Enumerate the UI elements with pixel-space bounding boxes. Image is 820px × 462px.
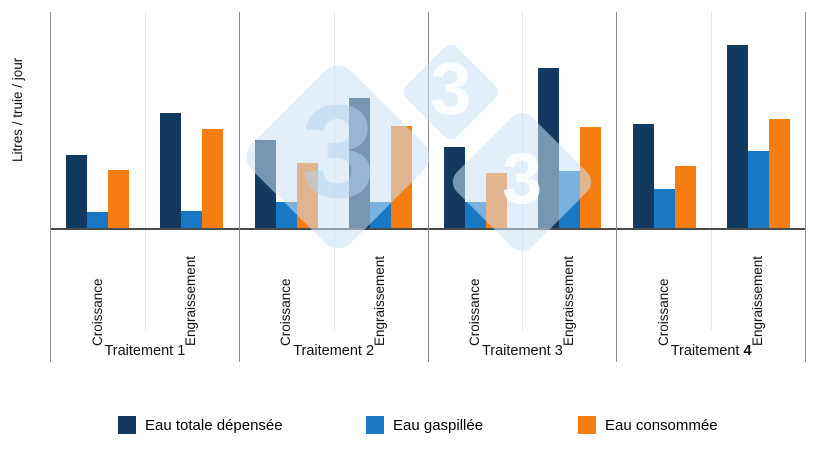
bars-area bbox=[428, 12, 617, 230]
bar-group bbox=[711, 12, 805, 228]
category-labels: Croissance Engraissement bbox=[51, 230, 239, 346]
panel-traitement-4: Croissance Engraissement Traitement 4 bbox=[616, 12, 806, 362]
treatment-label: Traitement 2 bbox=[240, 343, 428, 359]
treatment-label: Traitement 1 bbox=[51, 343, 239, 359]
bar-eau-gaspillee bbox=[181, 211, 203, 228]
bar-eau-consommee bbox=[202, 129, 224, 228]
bar-eau-gaspillee bbox=[558, 171, 580, 228]
category-cell: Engraissement bbox=[522, 230, 616, 346]
category-label: Croissance bbox=[89, 278, 105, 346]
bar-eau-gaspillee bbox=[464, 202, 486, 228]
bars-area bbox=[239, 12, 428, 230]
bar-eau-totale-depensee bbox=[632, 124, 654, 228]
bar-eau-totale-depensee bbox=[349, 98, 371, 228]
legend-label: Eau totale dépensée bbox=[145, 416, 283, 434]
legend-item-2: Eau gaspillée bbox=[366, 416, 483, 434]
category-label: Engraissement bbox=[749, 255, 765, 346]
bar-eau-totale-depensee bbox=[726, 45, 748, 228]
bar-eau-gaspillee bbox=[653, 189, 675, 228]
category-cell: Engraissement bbox=[145, 230, 239, 346]
bars-area bbox=[51, 12, 239, 230]
treatment-label-number: 3 bbox=[554, 343, 563, 359]
legend-label: Eau gaspillée bbox=[393, 416, 484, 434]
bar-group bbox=[240, 12, 334, 228]
category-label: Engraissement bbox=[560, 255, 576, 346]
legend-swatch bbox=[118, 416, 136, 434]
legend-label: Eau consommée bbox=[605, 416, 718, 434]
bar-eau-consommee bbox=[674, 166, 696, 228]
treatment-label: Traitement 4 bbox=[617, 343, 805, 359]
legend-item-1: Eau totale dépensée bbox=[118, 416, 283, 434]
legend-swatch bbox=[366, 416, 384, 434]
category-label: Croissance bbox=[467, 278, 483, 346]
category-labels: Croissance Engraissement bbox=[429, 230, 617, 346]
bar-eau-gaspillee bbox=[276, 202, 298, 228]
bar-eau-totale-depensee bbox=[160, 113, 182, 228]
bar-eau-totale-depensee bbox=[66, 155, 88, 228]
bar-eau-gaspillee bbox=[87, 212, 109, 228]
treatment-label-prefix: Traitement bbox=[104, 343, 178, 359]
bar-eau-consommee bbox=[485, 173, 507, 228]
bar-group bbox=[145, 12, 239, 228]
category-cell: Engraissement bbox=[334, 230, 428, 346]
bars-area bbox=[617, 12, 805, 230]
panel-traitement-2: Croissance Engraissement Traitement 2 bbox=[238, 12, 428, 362]
category-label: Engraissement bbox=[183, 255, 199, 346]
bar-eau-gaspillee bbox=[370, 202, 392, 228]
bar-eau-consommee bbox=[768, 119, 790, 228]
bar-eau-consommee bbox=[391, 126, 413, 228]
treatment-label-prefix: Traitement bbox=[293, 343, 366, 359]
group-divider bbox=[711, 12, 713, 330]
category-labels: Croissance Engraissement bbox=[617, 230, 805, 346]
bar-eau-consommee bbox=[579, 127, 601, 228]
group-divider bbox=[144, 12, 146, 330]
treatment-label: Traitement 3 bbox=[429, 343, 617, 359]
panel-traitement-1: Croissance Engraissement Traitement 1 bbox=[50, 12, 239, 362]
category-label: Engraissement bbox=[372, 255, 388, 346]
panels: Croissance Engraissement Traitement 1 Crois… bbox=[50, 12, 806, 362]
treatment-label-number: 4 bbox=[743, 343, 752, 359]
bar-eau-totale-depensee bbox=[255, 140, 277, 228]
legend-swatch bbox=[578, 416, 596, 434]
treatment-label-prefix: Traitement bbox=[670, 343, 744, 359]
bar-group bbox=[617, 12, 711, 228]
treatment-label-number: 2 bbox=[365, 343, 375, 359]
bar-group bbox=[51, 12, 145, 228]
y-axis-label: Litres / truie / jour bbox=[10, 57, 25, 162]
legend-item-3: Eau consommée bbox=[578, 416, 718, 434]
category-label: Croissance bbox=[278, 278, 294, 346]
category-cell: Croissance bbox=[429, 230, 523, 346]
treatment-label-prefix: Traitement bbox=[481, 343, 555, 359]
panel-traitement-3: Croissance Engraissement Traitement 3 bbox=[427, 12, 617, 362]
bar-group bbox=[522, 12, 616, 228]
bar-eau-consommee bbox=[297, 163, 319, 228]
category-cell: Engraissement bbox=[711, 230, 805, 346]
bar-eau-totale-depensee bbox=[443, 147, 465, 228]
category-cell: Croissance bbox=[240, 230, 334, 346]
bar-group bbox=[334, 12, 428, 228]
bar-eau-totale-depensee bbox=[537, 68, 559, 228]
bar-eau-gaspillee bbox=[747, 151, 769, 228]
category-labels: Croissance Engraissement bbox=[240, 230, 428, 346]
category-label: Croissance bbox=[655, 278, 671, 346]
category-cell: Croissance bbox=[617, 230, 711, 346]
bar-group bbox=[429, 12, 523, 228]
treatment-label-number: 1 bbox=[177, 343, 186, 359]
category-cell: Croissance bbox=[51, 230, 145, 346]
bar-eau-consommee bbox=[108, 170, 130, 228]
